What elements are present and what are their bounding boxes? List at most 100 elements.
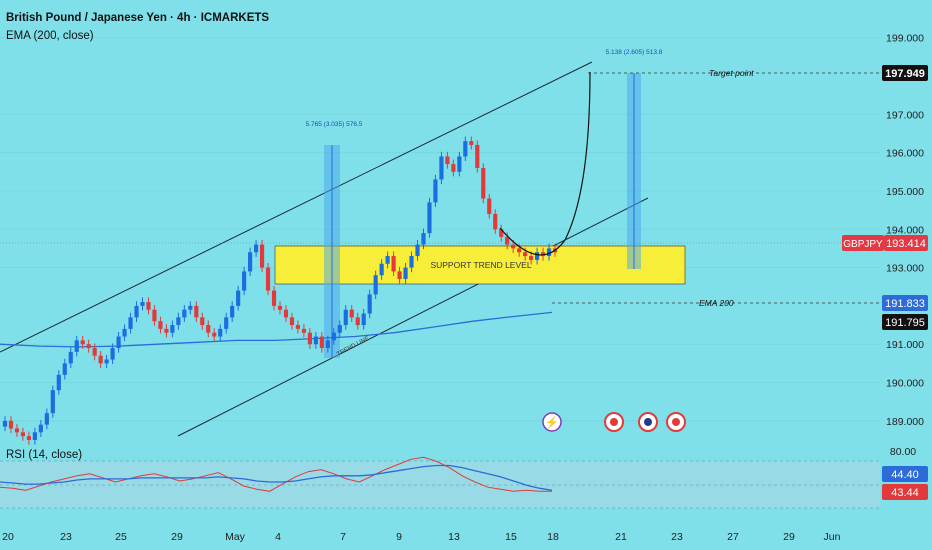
- candle-up[interactable]: [182, 309, 187, 318]
- candle-up[interactable]: [421, 233, 426, 245]
- ema-200-line[interactable]: [0, 311, 553, 348]
- candle-up[interactable]: [534, 252, 540, 260]
- ema-indicator-label[interactable]: EMA (200, close): [6, 30, 94, 42]
- candle-down[interactable]: [481, 167, 486, 199]
- candle-down[interactable]: [499, 229, 504, 237]
- candle-down[interactable]: [289, 317, 295, 326]
- candle-down[interactable]: [8, 420, 14, 429]
- candle-down[interactable]: [469, 141, 474, 145]
- projection-curve[interactable]: [499, 71, 591, 256]
- candle-up[interactable]: [457, 156, 462, 172]
- candle-down[interactable]: [451, 164, 456, 172]
- candle-up[interactable]: [236, 290, 241, 306]
- candle-down[interactable]: [98, 355, 103, 364]
- candle-down[interactable]: [319, 336, 324, 349]
- candle-down[interactable]: [86, 344, 91, 349]
- candle-up[interactable]: [546, 248, 552, 257]
- candle-up[interactable]: [325, 340, 330, 349]
- candle-down[interactable]: [146, 302, 151, 310]
- candle-down[interactable]: [259, 244, 265, 268]
- candle-up[interactable]: [50, 390, 55, 414]
- candle-down[interactable]: [283, 309, 289, 318]
- candle-down[interactable]: [349, 309, 354, 318]
- candle-down[interactable]: [92, 348, 97, 356]
- candle-up[interactable]: [140, 302, 145, 306]
- candle-down[interactable]: [295, 325, 301, 329]
- candle-up[interactable]: [230, 305, 235, 318]
- candle-down[interactable]: [517, 248, 522, 253]
- candle-up[interactable]: [427, 202, 432, 234]
- candle-up[interactable]: [361, 313, 366, 326]
- candle-down[interactable]: [80, 340, 85, 345]
- candle-up[interactable]: [343, 309, 348, 326]
- candle-up[interactable]: [122, 328, 127, 337]
- candle-up[interactable]: [134, 305, 139, 318]
- candle-down[interactable]: [355, 317, 360, 326]
- channel-lower-line[interactable]: [177, 197, 649, 437]
- candle-down[interactable]: [271, 290, 277, 306]
- candle-up[interactable]: [253, 244, 259, 253]
- event-icons[interactable]: ⚡: [542, 412, 686, 432]
- candle-up[interactable]: [439, 156, 444, 180]
- rsi-ma-line[interactable]: [0, 464, 553, 491]
- candle-up[interactable]: [56, 374, 61, 391]
- time-axis[interactable]: 20 23 25 29 May 4 7 9 13 15 18 21 23 27 29 Jun: [2, 531, 840, 543]
- candle-down[interactable]: [397, 271, 402, 280]
- candle-up[interactable]: [433, 179, 438, 203]
- candle-up[interactable]: [62, 363, 67, 375]
- candle-up[interactable]: [104, 359, 109, 364]
- candle-down[interactable]: [164, 328, 169, 333]
- candle-down[interactable]: [529, 256, 534, 260]
- candle-up[interactable]: [218, 328, 223, 337]
- candle-up[interactable]: [68, 351, 73, 364]
- candle-up[interactable]: [337, 325, 342, 333]
- candle-down[interactable]: [277, 305, 283, 310]
- candle-up[interactable]: [2, 420, 8, 427]
- candle-down[interactable]: [493, 213, 498, 230]
- candle-down[interactable]: [265, 267, 271, 291]
- candle-down[interactable]: [301, 328, 307, 333]
- candle-down[interactable]: [391, 256, 396, 272]
- rsi-line[interactable]: [0, 456, 552, 492]
- candle-down[interactable]: [20, 432, 26, 437]
- candle-up[interactable]: [248, 252, 253, 272]
- candle-down[interactable]: [505, 236, 510, 245]
- candle-down[interactable]: [475, 144, 480, 168]
- candle-up[interactable]: [176, 317, 181, 326]
- candle-up[interactable]: [385, 256, 390, 264]
- candle-down[interactable]: [26, 436, 31, 440]
- candle-down[interactable]: [445, 156, 450, 165]
- candle-up[interactable]: [188, 305, 193, 310]
- candle-up[interactable]: [74, 340, 79, 352]
- candle-up[interactable]: [32, 432, 37, 440]
- candle-up[interactable]: [463, 141, 468, 157]
- candle-up[interactable]: [373, 275, 378, 295]
- channel-upper-line[interactable]: [0, 61, 593, 353]
- rsi-indicator-label[interactable]: RSI (14, close): [6, 449, 83, 461]
- candle-up[interactable]: [128, 317, 133, 329]
- candle-up[interactable]: [403, 267, 408, 280]
- candle-up[interactable]: [367, 294, 372, 314]
- candle-up[interactable]: [313, 336, 318, 345]
- candle-down[interactable]: [487, 198, 492, 214]
- lightning-event-icon[interactable]: [542, 412, 562, 432]
- candle-down[interactable]: [194, 305, 199, 318]
- candle-down[interactable]: [152, 309, 157, 322]
- candle-down[interactable]: [200, 317, 205, 326]
- candle-down[interactable]: [523, 252, 528, 257]
- candle-down[interactable]: [14, 428, 20, 433]
- candle-up[interactable]: [38, 424, 43, 433]
- candle-up[interactable]: [409, 256, 414, 268]
- candle-down[interactable]: [206, 325, 211, 333]
- candle-up[interactable]: [170, 325, 175, 333]
- support-zone[interactable]: [274, 245, 686, 285]
- candle-up[interactable]: [242, 271, 247, 291]
- candle-up[interactable]: [116, 336, 121, 349]
- candle-down[interactable]: [540, 252, 546, 257]
- candle-down[interactable]: [158, 321, 163, 329]
- candle-up[interactable]: [110, 348, 115, 360]
- price-axis[interactable]: 199.000 197.000 196.000 195.000 194.000 193.0…: [886, 33, 924, 428]
- candle-down[interactable]: [307, 332, 312, 345]
